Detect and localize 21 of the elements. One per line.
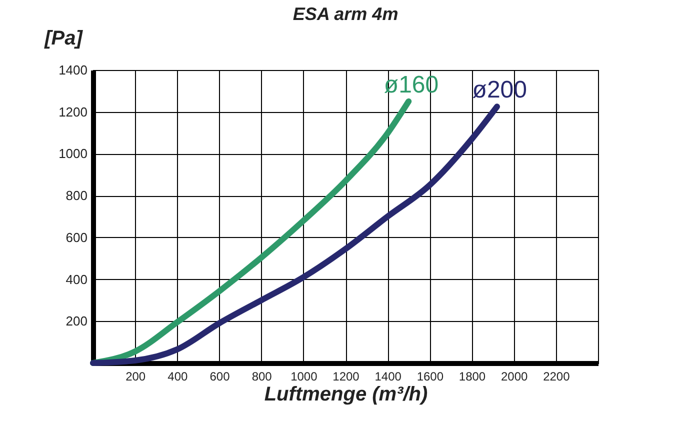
x-tick-label: 1200 [332, 370, 360, 384]
y-tick-label: 1200 [58, 104, 88, 120]
x-tick-label: 2000 [500, 370, 528, 384]
x-axis-title: Luftmenge (m³/h) [264, 384, 428, 406]
x-tick-label: 1000 [290, 370, 318, 384]
y-tick-label: 400 [66, 272, 88, 287]
x-tick-label: 800 [252, 370, 272, 384]
y-tick-label: 1400 [58, 62, 88, 78]
y-tick-label: 800 [66, 188, 88, 204]
x-tick-label: 600 [210, 370, 230, 384]
x-tick-label: 400 [168, 370, 188, 384]
y-axis-title: [Pa] [44, 28, 84, 50]
x-tick-label: 1600 [416, 370, 444, 384]
x-tick-label: 1400 [374, 370, 402, 384]
x-tick-label: 200 [126, 370, 146, 384]
y-tick-label: 200 [66, 314, 88, 329]
y-tick-label: 600 [66, 230, 88, 245]
x-tick-label: 2200 [543, 370, 570, 384]
x-tick-label: 1800 [458, 370, 486, 384]
chart-title: ESA arm 4m [292, 4, 398, 24]
y-tick-label: 1000 [58, 146, 88, 162]
